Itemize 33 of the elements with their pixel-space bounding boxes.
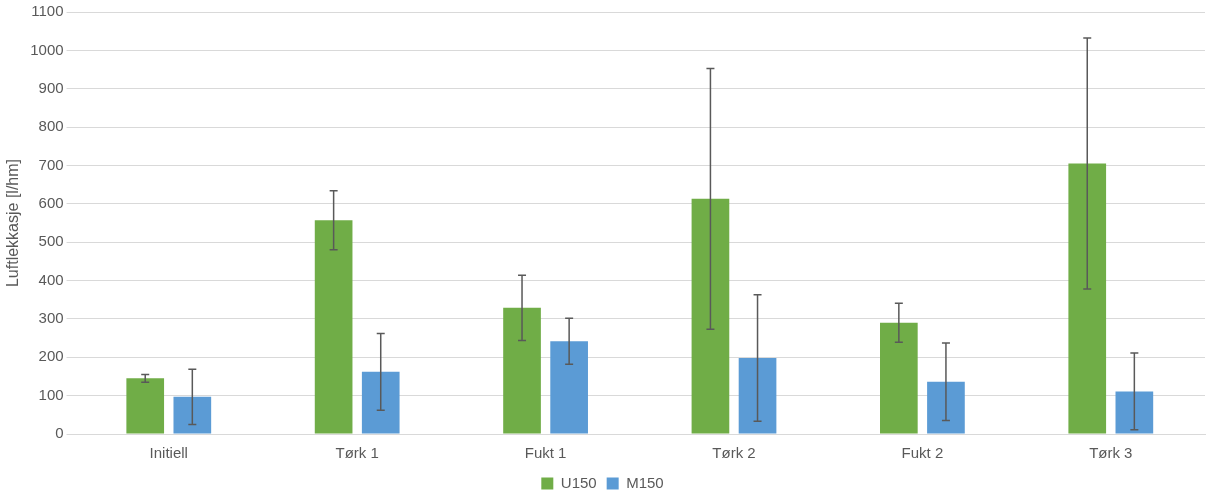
y-tick-label: 1100 (31, 2, 64, 20)
x-tick-label: Fukt 2 (901, 444, 944, 462)
y-tick-label: 600 (38, 193, 64, 211)
bar (361, 371, 400, 434)
x-tick-label: Initiell (149, 444, 188, 462)
bar (314, 220, 353, 434)
x-tick-label: Fukt 1 (524, 444, 567, 462)
y-axis-title: Luftlekkasje [l/hm] (4, 158, 22, 288)
legend-label: U150 (560, 473, 597, 491)
bar (1115, 391, 1154, 434)
bar (691, 198, 730, 434)
x-tick-label: Tørk 3 (1089, 444, 1133, 462)
bar (1068, 163, 1107, 434)
bar (503, 307, 541, 434)
bar (550, 341, 588, 434)
y-tick-label: 1000 (30, 40, 64, 58)
y-tick-label: 200 (38, 347, 64, 365)
x-tick-label: Tørk 1 (335, 444, 379, 462)
bar (126, 378, 165, 434)
x-tick-label: Tørk 2 (712, 444, 756, 462)
bar (738, 358, 777, 434)
y-tick-label: 300 (38, 309, 64, 327)
y-tick-label: 100 (38, 385, 64, 403)
y-tick-label: 500 (38, 232, 64, 250)
y-tick-label: 0 (55, 424, 64, 442)
y-tick-label: 800 (38, 117, 64, 135)
y-tick-label: 700 (38, 155, 64, 173)
bar (173, 396, 212, 434)
bar (927, 381, 965, 434)
bar (880, 322, 918, 434)
y-tick-label: 400 (38, 270, 64, 288)
legend-label: M150 (626, 473, 664, 491)
y-tick-label: 900 (38, 78, 64, 96)
